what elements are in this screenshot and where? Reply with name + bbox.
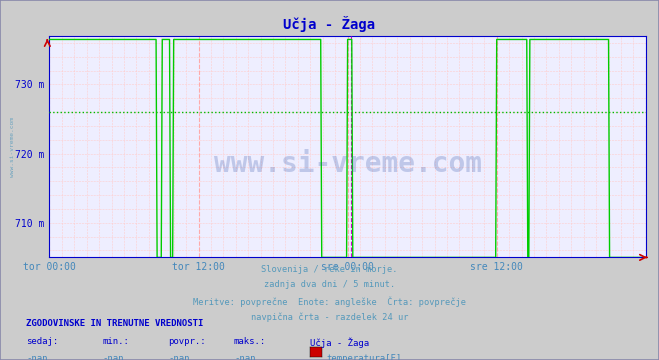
- Text: -nan: -nan: [168, 354, 190, 360]
- Text: ZGODOVINSKE IN TRENUTNE VREDNOSTI: ZGODOVINSKE IN TRENUTNE VREDNOSTI: [26, 319, 204, 328]
- Text: maks.:: maks.:: [234, 337, 266, 346]
- Text: Učja - Žaga: Učja - Žaga: [310, 337, 369, 348]
- Text: www.si-vreme.com: www.si-vreme.com: [10, 117, 15, 177]
- Text: Slovenija / reke in morje.: Slovenija / reke in morje.: [261, 265, 398, 274]
- Text: povpr.:: povpr.:: [168, 337, 206, 346]
- Text: Učja - Žaga: Učja - Žaga: [283, 16, 376, 32]
- Text: www.si-vreme.com: www.si-vreme.com: [214, 150, 482, 179]
- Text: -nan: -nan: [102, 354, 124, 360]
- Text: navpična črta - razdelek 24 ur: navpična črta - razdelek 24 ur: [251, 312, 408, 321]
- Text: Meritve: povprečne  Enote: angleške  Črta: povprečje: Meritve: povprečne Enote: angleške Črta:…: [193, 296, 466, 307]
- Text: temperatura[F]: temperatura[F]: [326, 354, 401, 360]
- Text: -nan: -nan: [26, 354, 48, 360]
- Text: zadnja dva dni / 5 minut.: zadnja dva dni / 5 minut.: [264, 280, 395, 289]
- Text: min.:: min.:: [102, 337, 129, 346]
- Text: sedaj:: sedaj:: [26, 337, 59, 346]
- Text: -nan: -nan: [234, 354, 256, 360]
